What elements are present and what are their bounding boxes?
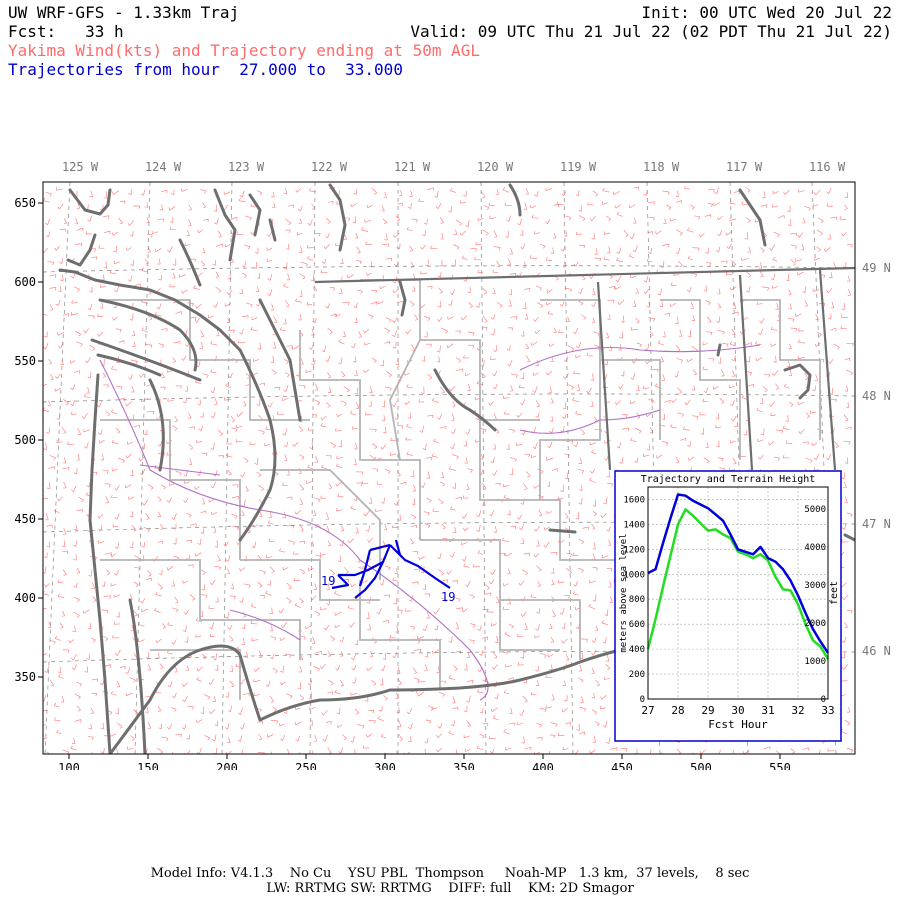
- longitude-label: 125 W: [62, 160, 99, 174]
- longitude-label: 117 W: [726, 160, 763, 174]
- trajectory-end-label-west: 19: [321, 574, 335, 588]
- valid-time: Valid: 09 UTC Thu 21 Jul 22 (02 PDT Thu …: [410, 22, 892, 41]
- inset-plot-area: [647, 486, 829, 700]
- x-tick-label: 300: [374, 761, 396, 770]
- terrain-height-line: [646, 508, 830, 660]
- inset-x-tick-label: 32: [791, 704, 804, 717]
- map-x-axis: 100 150 200 250 300 350 400 450 500 550: [58, 754, 791, 770]
- inset-y-tick-label: 1200: [623, 545, 645, 555]
- x-tick-label: 100: [58, 761, 80, 770]
- y-tick-label: 550: [14, 354, 36, 368]
- inset-y2-tick-label: 1000: [804, 657, 826, 667]
- longitude-label: 120 W: [477, 160, 514, 174]
- forecast-hour: Fcst: 33 h: [8, 22, 124, 41]
- inset-y-tick-label: 800: [629, 595, 645, 605]
- longitude-label: 119 W: [560, 160, 597, 174]
- y-tick-label: 600: [14, 275, 36, 289]
- inset-xlabel: Fcst Hour: [708, 718, 768, 731]
- inset-y-tick-label: 1400: [623, 520, 645, 530]
- longitude-label: 124 W: [145, 160, 182, 174]
- latitude-label: 48 N: [862, 389, 891, 403]
- longitude-labels: 125 W 124 W 123 W 122 W 121 W 120 W 119 W 118 W…: [62, 160, 846, 174]
- x-tick-label: 150: [137, 761, 159, 770]
- inset-x-tick-label: 28: [671, 704, 684, 717]
- inset-y-tick-label: 0: [640, 695, 645, 705]
- map-y-axis: 650 600 550 500 450 400 350: [14, 196, 43, 684]
- state-borders: [314, 266, 855, 471]
- inset-x-tick-label: 31: [761, 704, 774, 717]
- longitude-label: 121 W: [394, 160, 431, 174]
- plot-subtitle: Yakima Wind(kts) and Trajectory ending a…: [8, 41, 481, 60]
- inset-y-tick-label: 1000: [623, 570, 645, 580]
- longitude-label: 116 W: [809, 160, 846, 174]
- longitude-label: 123 W: [228, 160, 265, 174]
- inset-x-tick-label: 33: [821, 704, 834, 717]
- coastlines: [58, 183, 855, 754]
- inset-y2-tick-label: 3000: [804, 581, 826, 591]
- map-frame: [42, 181, 856, 755]
- latitude-label: 46 N: [862, 644, 891, 658]
- trajectory-height-line: [647, 493, 830, 654]
- trajectory-range: Trajectories from hour 27.000 to 33.000: [8, 60, 403, 79]
- y-tick-label: 350: [14, 670, 36, 684]
- inset-y-tick-label: 200: [629, 670, 645, 680]
- basin-boundaries: [99, 344, 761, 701]
- inset-ylabel-left: meters above sea level: [619, 533, 629, 652]
- inset-y2-tick-label: 2000: [804, 619, 826, 629]
- x-tick-label: 450: [611, 761, 633, 770]
- inset-x-tick-label: 29: [701, 704, 714, 717]
- x-tick-label: 500: [690, 761, 712, 770]
- inset-series: [646, 493, 830, 660]
- y-tick-label: 450: [14, 512, 36, 526]
- inset-x-tick-label: 30: [731, 704, 744, 717]
- longitude-label: 118 W: [643, 160, 680, 174]
- x-tick-label: 250: [295, 761, 317, 770]
- latitude-label: 49 N: [862, 261, 891, 275]
- x-tick-label: 550: [769, 761, 791, 770]
- trajectory-end-labels: 19 19: [321, 574, 455, 604]
- y-tick-label: 650: [14, 196, 36, 210]
- inset-title: Trajectory and Terrain Height: [641, 474, 816, 485]
- map-panel: 19 19 125 W 124 W 123 W 122 W 121 W 120 W 119 …: [14, 160, 891, 770]
- latitude-label: 47 N: [862, 517, 891, 531]
- y-tick-label: 500: [14, 433, 36, 447]
- latitude-labels: 49 N 48 N 47 N 46 N: [862, 261, 891, 658]
- trajectory-paths: [331, 539, 451, 599]
- longitude-label: 122 W: [311, 160, 348, 174]
- inset-y-tick-label: 1600: [623, 495, 645, 505]
- model-info-line1: Model Info: V4.1.3 No Cu YSU PBL Thompso…: [150, 866, 750, 881]
- x-tick-label: 200: [216, 761, 238, 770]
- inset-y2-tick-label: 5000: [804, 505, 826, 515]
- x-tick-label: 400: [532, 761, 554, 770]
- model-info-line2: LW: RRTMG SW: RRTMG DIFF: full KM: 2D Sm…: [266, 881, 634, 896]
- model-title: UW WRF-GFS - 1.33km Traj: [8, 3, 240, 22]
- x-tick-label: 350: [453, 761, 475, 770]
- inset-y-tick-label: 400: [629, 645, 645, 655]
- inset-ticks: 27 28 29 30 31 32 3302004006008001000120014001…: [623, 495, 834, 717]
- y-tick-label: 400: [14, 591, 36, 605]
- init-time: Init: 00 UTC Wed 20 Jul 22: [641, 3, 892, 22]
- inset-y-tick-label: 600: [629, 620, 645, 630]
- inset-y2-tick-label: 0: [821, 695, 826, 705]
- inset-x-tick-label: 27: [641, 704, 654, 717]
- trajectory-height-inset: Trajectory and Terrain Height 27 28 29 30 31…: [614, 470, 842, 742]
- trajectory-end-label-east: 19: [441, 590, 455, 604]
- inset-y2-tick-label: 4000: [804, 543, 826, 553]
- inset-ylabel-right: feet: [829, 581, 840, 605]
